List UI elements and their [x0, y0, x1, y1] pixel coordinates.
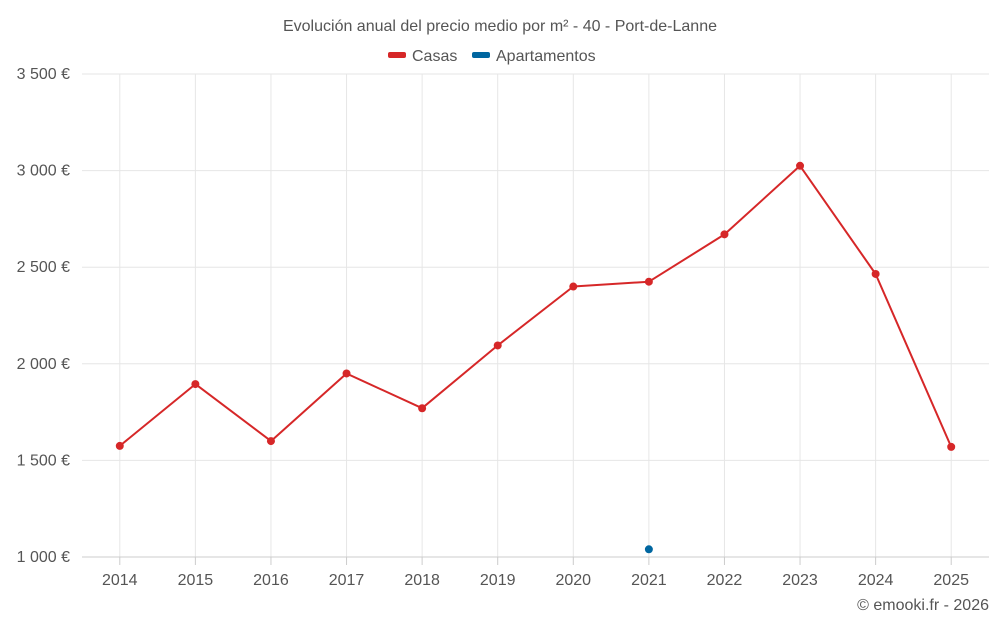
chart-credit: © emooki.fr - 2026	[857, 597, 989, 614]
legend-label-apartamentos: Apartamentos	[496, 48, 596, 65]
legend-swatch-casas	[388, 52, 406, 58]
x-tick-label: 2014	[102, 572, 138, 589]
data-point-casas[interactable]	[569, 282, 578, 291]
axes: 1 000 € 1 500 € 2 000 € 2 500 € 3 000 € 3 500…	[17, 66, 989, 589]
data-point-casas[interactable]	[493, 341, 502, 350]
x-tick-label: 2020	[555, 572, 591, 589]
x-tick-label: 2016	[253, 572, 289, 589]
grid	[82, 73, 989, 557]
x-tick-label: 2024	[858, 572, 894, 589]
x-tick-label: 2017	[329, 572, 365, 589]
data-point-casas[interactable]	[115, 441, 124, 450]
y-tick-label: 2 000 €	[17, 356, 70, 373]
data-point-casas[interactable]	[947, 442, 956, 451]
x-tick-label: 2021	[631, 572, 667, 589]
legend-item-apartamentos[interactable]: Apartamentos	[472, 48, 596, 65]
legend-swatch-apartamentos	[472, 52, 490, 58]
x-tick-label: 2019	[480, 572, 516, 589]
data-point-casas[interactable]	[418, 404, 427, 413]
x-tick-label: 2023	[782, 572, 818, 589]
data-point-casas[interactable]	[266, 437, 275, 446]
data-point-casas[interactable]	[871, 269, 880, 278]
data-point-apartamentos[interactable]	[644, 545, 653, 554]
chart-title: Evolución anual del precio medio por m² …	[283, 18, 717, 35]
legend: Casas Apartamentos	[388, 48, 596, 65]
y-tick-label: 2 500 €	[17, 259, 70, 276]
y-tick-label: 1 000 €	[17, 549, 70, 566]
x-tick-label: 2018	[404, 572, 440, 589]
data-point-casas[interactable]	[644, 277, 653, 286]
data-point-casas[interactable]	[796, 161, 805, 170]
x-tick-label: 2025	[933, 572, 969, 589]
x-tick-label: 2022	[707, 572, 743, 589]
data-point-casas[interactable]	[191, 380, 200, 389]
y-tick-label: 3 000 €	[17, 163, 70, 180]
data-point-casas[interactable]	[342, 369, 351, 378]
y-tick-label: 1 500 €	[17, 452, 70, 469]
y-tick-label: 3 500 €	[17, 66, 70, 83]
series-line-casas	[119, 164, 953, 448]
x-tick-label: 2015	[178, 572, 214, 589]
legend-label-casas: Casas	[412, 48, 457, 65]
series	[115, 161, 956, 554]
legend-item-casas[interactable]: Casas	[388, 48, 457, 65]
data-point-casas[interactable]	[720, 230, 729, 239]
